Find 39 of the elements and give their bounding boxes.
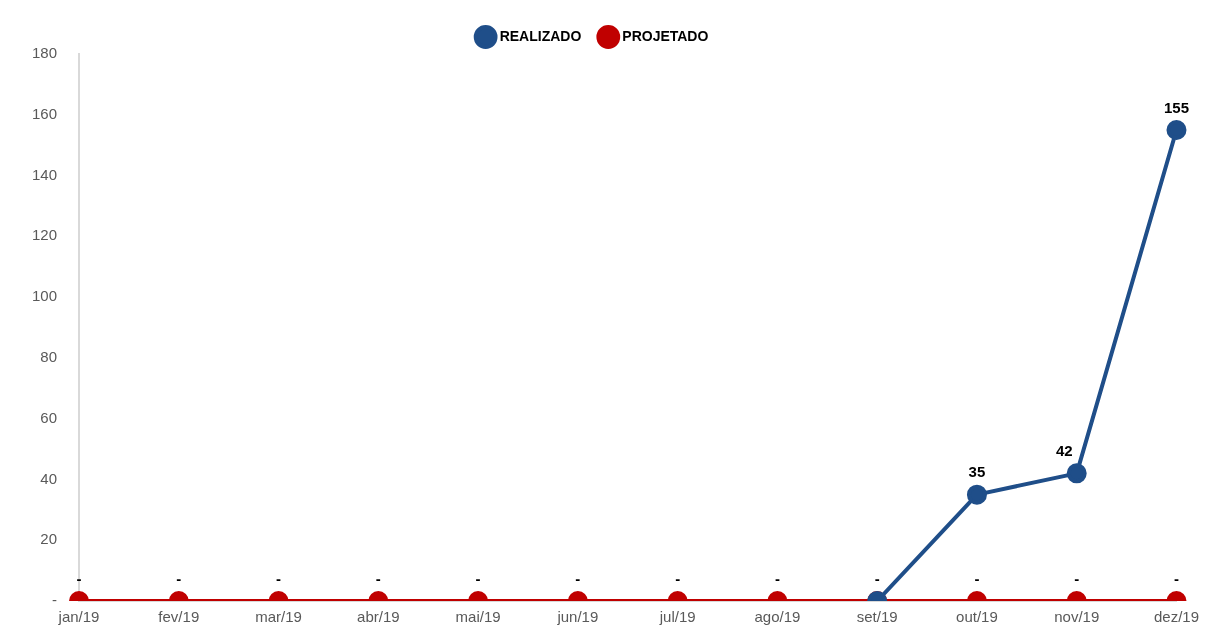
x-tick-label: nov/19: [1054, 608, 1100, 626]
y-tick-label: 20: [40, 530, 58, 548]
x-tick-label: jul/19: [658, 608, 696, 626]
data-label: -: [1173, 569, 1179, 587]
x-tick-label: set/19: [856, 608, 898, 626]
data-label: -: [874, 569, 880, 587]
y-tick-label: 160: [32, 104, 58, 122]
y-tick-label: 120: [32, 226, 58, 244]
data-label: -: [974, 569, 980, 587]
x-tick-label: out/19: [956, 608, 998, 626]
x-tick-label: mar/19: [255, 608, 302, 626]
y-tick-label: 100: [32, 287, 58, 305]
data-label: 35: [968, 463, 986, 481]
y-tick-label: 140: [32, 165, 58, 183]
legend-label: PROJETADO: [622, 27, 709, 44]
x-tick-label: dez/19: [1153, 608, 1200, 626]
x-tick-label: jun/19: [556, 608, 599, 626]
data-label: -: [774, 569, 780, 587]
data-label: 155: [1163, 98, 1189, 116]
x-tick-label: abr/19: [357, 608, 400, 626]
data-label: -: [1074, 569, 1080, 587]
data-label: -: [575, 569, 581, 587]
data-label: -: [475, 569, 481, 587]
data-label: -: [176, 569, 182, 587]
data-label: -: [375, 569, 381, 587]
x-tick-label: fev/19: [158, 608, 200, 626]
data-label: 42: [1056, 442, 1073, 460]
y-tick-label: 180: [32, 44, 58, 62]
data-label: -: [76, 569, 82, 587]
data-label: -: [276, 569, 282, 587]
data-label: -: [675, 569, 681, 587]
x-tick-label: jan/19: [57, 608, 100, 626]
x-tick-label: ago/19: [754, 608, 801, 626]
legend-label: REALIZADO: [499, 27, 582, 44]
x-tick-label: mai/19: [455, 608, 501, 626]
y-tick-label: 40: [40, 469, 58, 487]
y-tick-label: -: [52, 591, 58, 609]
y-tick-label: 60: [40, 408, 58, 426]
y-tick-label: 80: [40, 348, 58, 366]
